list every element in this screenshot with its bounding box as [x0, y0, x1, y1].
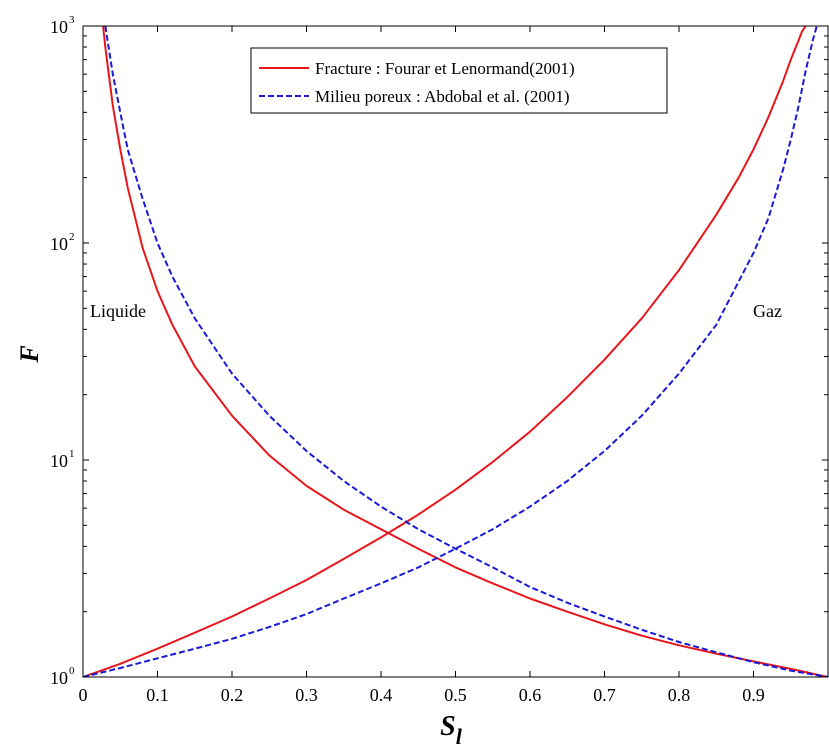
x-tick-label-1: 0.1 — [146, 685, 169, 705]
y-tick-label-exp-3: 3 — [69, 14, 75, 26]
y-tick-label-1: 10 — [50, 451, 68, 471]
x-tick-label-7: 0.7 — [593, 685, 616, 705]
x-axis-title-sub: l — [456, 724, 463, 748]
y-tick-label-exp-2: 2 — [69, 231, 75, 243]
y-axis-title: F — [15, 345, 44, 363]
plot-frame — [82, 25, 829, 678]
x-axis-title-main: S — [440, 711, 456, 742]
x-tick-labels: 0 0.1 0.2 0.3 0.4 0.5 0.6 0.7 0.8 0.9 — [79, 685, 765, 705]
legend-box — [250, 47, 668, 114]
series-line-1 — [83, 26, 807, 677]
x-axis-title: Sl — [440, 711, 463, 748]
y-tick-label-exp-0: 0 — [69, 665, 75, 677]
series-group — [83, 26, 828, 677]
x-tick-label-5: 0.5 — [444, 685, 467, 705]
annotation-gaz: Gaz — [753, 301, 782, 321]
x-tick-label-3: 0.3 — [295, 685, 318, 705]
axis-ticks — [82, 26, 828, 678]
x-tick-label-0: 0 — [79, 685, 88, 705]
series-line-3 — [83, 26, 818, 677]
x-tick-label-2: 0.2 — [221, 685, 244, 705]
annotation-liquide: Liquide — [90, 301, 146, 321]
x-tick-label-8: 0.8 — [668, 685, 691, 705]
series-line-2 — [104, 26, 828, 677]
legend-label-fracture: Fracture : Fourar et Lenormand(2001) — [315, 59, 575, 78]
legend: Fracture : Fourar et Lenormand(2001) Mil… — [250, 47, 668, 114]
x-tick-label-4: 0.4 — [370, 685, 393, 705]
y-tick-label-3: 10 — [50, 17, 68, 37]
x-tick-label-9: 0.9 — [742, 685, 765, 705]
legend-label-milieu: Milieu poreux : Abdobal et al. (2001) — [315, 87, 569, 106]
series-line-0 — [102, 26, 828, 677]
x-tick-label-6: 0.6 — [519, 685, 542, 705]
y-tick-label-exp-1: 1 — [69, 448, 75, 460]
y-tick-label-0: 10 — [50, 668, 68, 688]
y-tick-label-2: 10 — [50, 234, 68, 254]
